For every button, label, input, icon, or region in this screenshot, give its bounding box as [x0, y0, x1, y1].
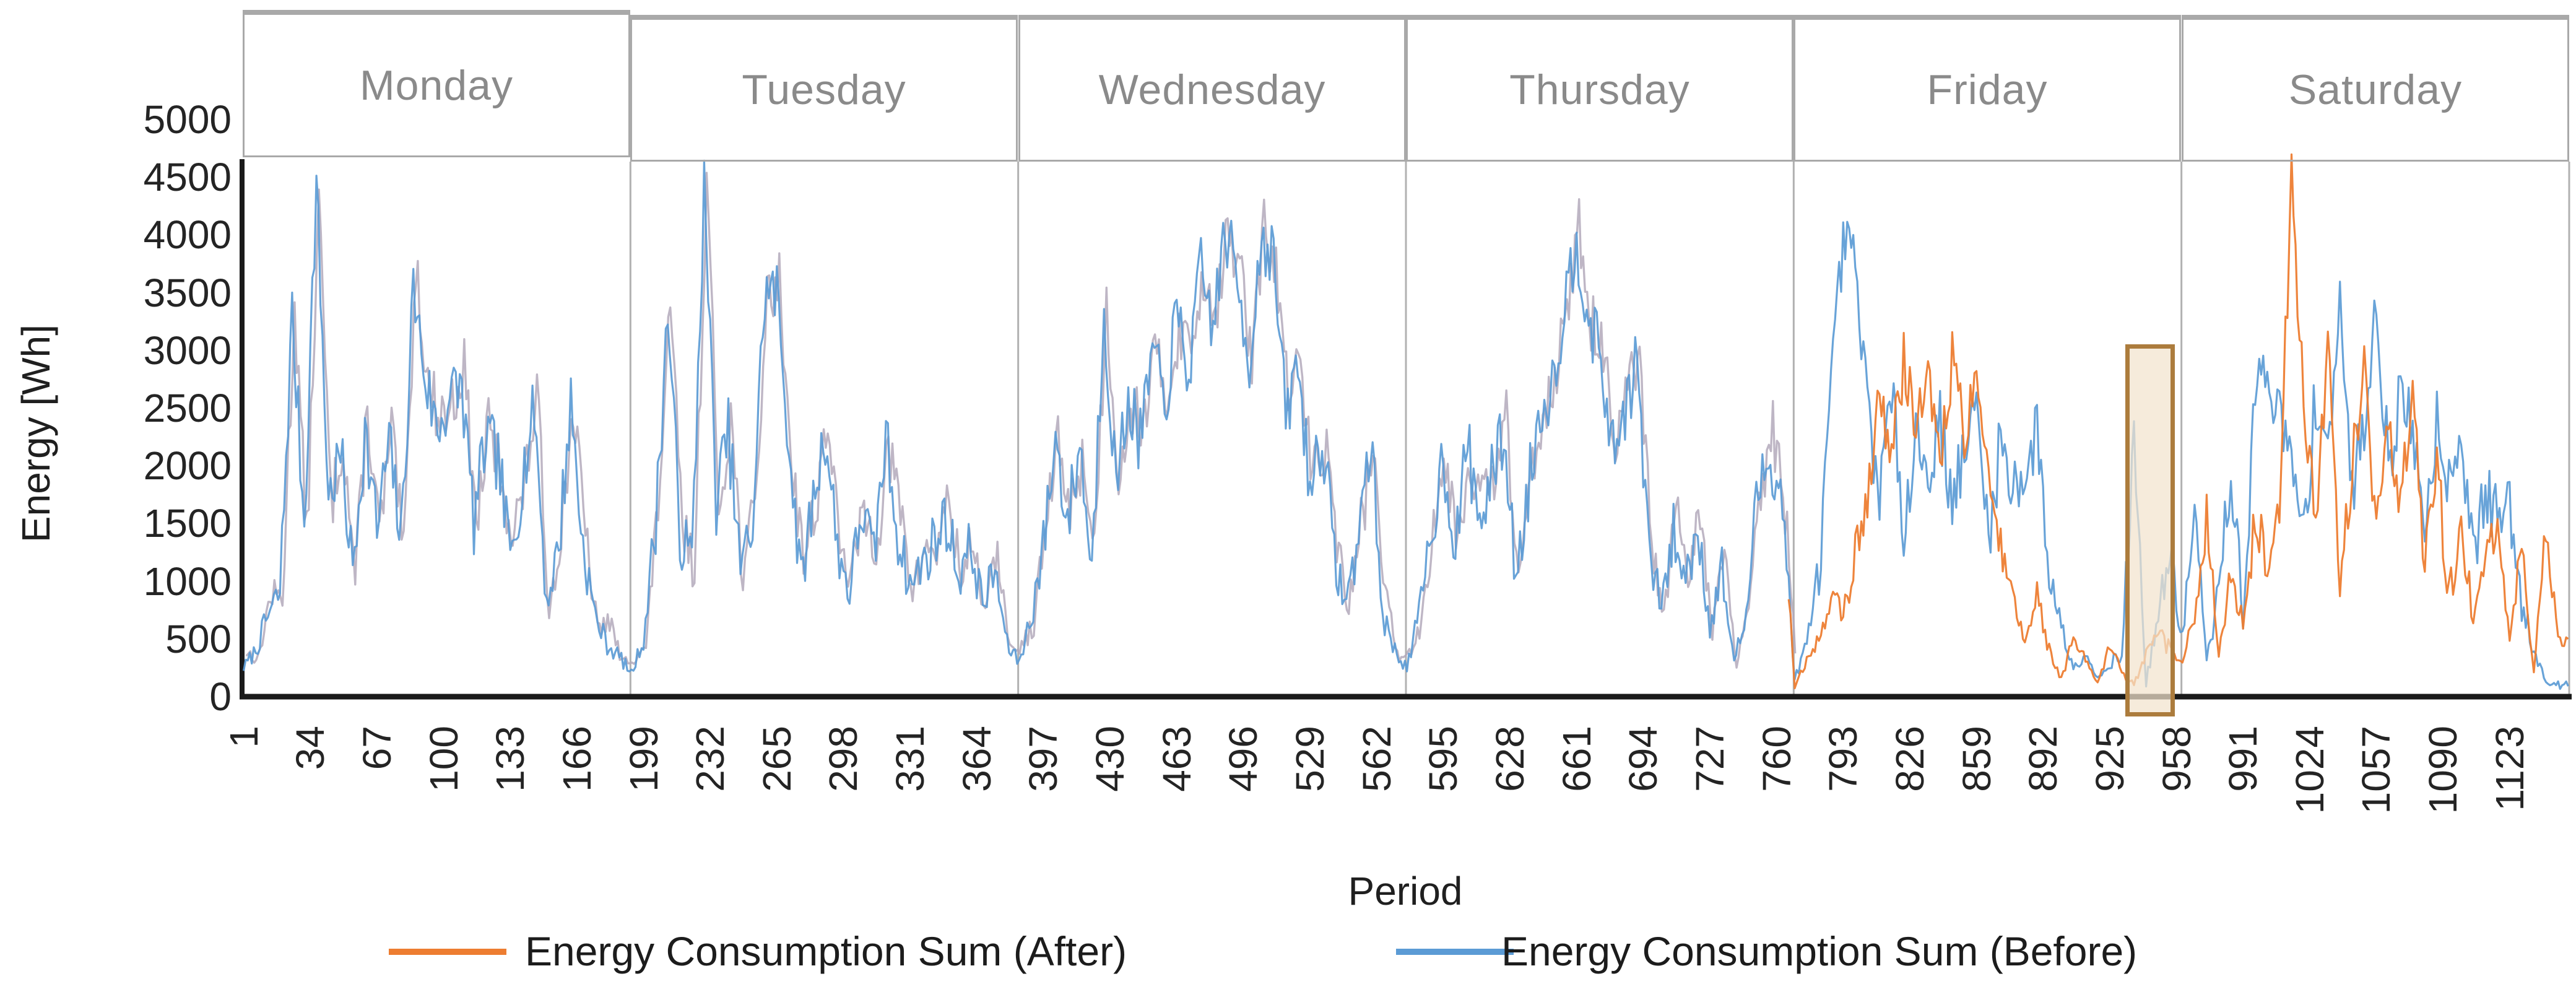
- x-axis-title: Period: [1348, 869, 1463, 913]
- x-tick-label: 463: [1155, 726, 1199, 792]
- after-series-line: [1787, 153, 2569, 690]
- y-tick-label: 1500: [143, 501, 232, 546]
- x-tick-label: 628: [1488, 726, 1532, 792]
- before-series-swatch: [1396, 949, 1514, 955]
- x-tick-label: 166: [555, 726, 599, 792]
- x-tick-label: 199: [622, 726, 666, 792]
- x-tick-label: 1123: [2487, 726, 2532, 811]
- y-tick-label: 500: [165, 617, 232, 661]
- legend-label-before: Energy Consumption Sum (Before): [1501, 928, 2138, 974]
- x-tick-label: 925: [2088, 726, 2132, 792]
- y-tick-label: 5000: [143, 97, 232, 142]
- x-tick-label: 727: [1688, 726, 1732, 792]
- x-tick-label: 496: [1221, 726, 1265, 792]
- x-tick-label: 265: [755, 726, 799, 792]
- x-tick-label: 1: [222, 726, 266, 748]
- x-tick-label: 1024: [2288, 726, 2332, 814]
- x-tick-label: 298: [821, 726, 865, 792]
- x-tick-label: 133: [488, 726, 532, 792]
- day-band-label: Thursday: [1509, 66, 1690, 113]
- y-tick-label: 2000: [143, 443, 232, 488]
- y-tick-label: 0: [209, 674, 232, 719]
- day-band-box-monday: Monday: [243, 10, 630, 157]
- x-tick-label: 34: [288, 726, 332, 770]
- x-tick-label: 331: [888, 726, 932, 792]
- after-series-swatch: [389, 949, 506, 955]
- day-band-label: Monday: [360, 61, 513, 109]
- day-band-label: Friday: [1927, 66, 2048, 113]
- x-tick-label: 397: [1021, 726, 1065, 792]
- x-tick-label: 1057: [2354, 726, 2398, 814]
- x-tick-label: 232: [688, 726, 732, 792]
- day-band-box-tuesday: Tuesday: [630, 15, 1018, 162]
- x-tick-label: 958: [2154, 726, 2199, 792]
- y-tick-label: 4500: [143, 155, 232, 199]
- x-tick-label: 100: [422, 726, 466, 792]
- y-tick-label: 1000: [143, 559, 232, 604]
- day-band-label: Tuesday: [742, 66, 906, 113]
- y-tick-label: 2500: [143, 386, 232, 430]
- y-tick-label: 3500: [143, 271, 232, 315]
- x-tick-label: 793: [1821, 726, 1865, 792]
- x-tick-label: 760: [1754, 726, 1799, 792]
- x-tick-label: 562: [1355, 726, 1399, 792]
- y-tick-label: 4000: [143, 212, 232, 257]
- x-tick-label: 661: [1555, 726, 1599, 792]
- x-tick-label: 595: [1421, 726, 1465, 792]
- day-band-box-thursday: Thursday: [1406, 15, 1793, 162]
- x-tick-label: 826: [1888, 726, 1932, 792]
- day-band-box-wednesday: Wednesday: [1018, 15, 1406, 162]
- x-tick-label: 1090: [2421, 726, 2465, 814]
- x-tick-label: 991: [2221, 726, 2265, 792]
- x-tick-label: 364: [955, 726, 999, 792]
- x-tick-label: 694: [1621, 726, 1665, 792]
- x-tick-label: 67: [355, 726, 399, 770]
- y-tick-label: 3000: [143, 328, 232, 373]
- after-series-line-overlap: [245, 172, 1797, 669]
- day-band-label: Wednesday: [1098, 66, 1326, 113]
- y-axis-title: Energy [Wh]: [14, 324, 58, 543]
- x-tick-label: 892: [2021, 726, 2065, 792]
- legend-label-after: Energy Consumption Sum (After): [525, 928, 1127, 974]
- day-band-label: Saturday: [2288, 66, 2463, 113]
- highlight-box: [2125, 344, 2175, 716]
- before-series-line: [243, 159, 2569, 690]
- day-band-box-friday: Friday: [1793, 15, 2181, 162]
- day-band-box-saturday: Saturday: [2182, 15, 2569, 162]
- x-tick-label: 430: [1088, 726, 1132, 792]
- x-tick-label: 859: [1954, 726, 1999, 792]
- x-tick-label: 529: [1288, 726, 1332, 792]
